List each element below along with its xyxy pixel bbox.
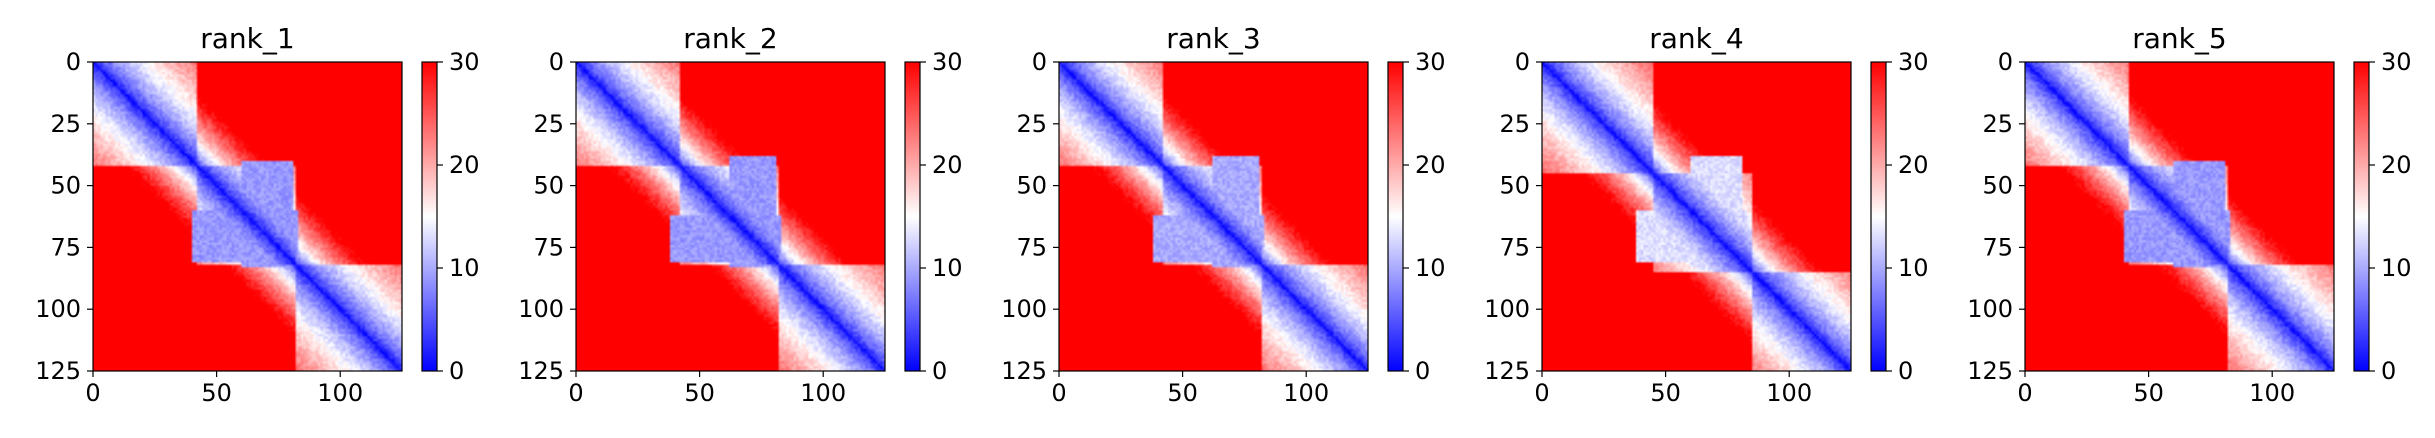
colorbar xyxy=(421,61,438,372)
chart-title: rank_5 xyxy=(2132,22,2226,55)
y-tick-label: 0 xyxy=(549,48,564,76)
x-tick-label: 100 xyxy=(2249,379,2295,407)
y-tick-label: 25 xyxy=(1982,110,2013,138)
colorbar-tick-label: 30 xyxy=(2381,48,2412,76)
colorbar-tick-label: 0 xyxy=(932,357,947,385)
colorbar-tick-label: 0 xyxy=(1415,357,1430,385)
colorbar-tick-label: 10 xyxy=(932,254,963,282)
x-tick-label: 100 xyxy=(800,379,846,407)
colorbar xyxy=(2353,61,2370,372)
heatmap-image xyxy=(576,62,885,371)
x-tick-label: 0 xyxy=(2017,379,2032,407)
colorbar xyxy=(1387,61,1404,372)
colorbar-tick-label: 20 xyxy=(1898,151,1929,179)
colorbar-tick-label: 30 xyxy=(932,48,963,76)
x-tick-label: 50 xyxy=(1650,379,1681,407)
y-tick-label: 25 xyxy=(1499,110,1530,138)
y-tick-label: 75 xyxy=(50,233,81,261)
x-tick-label: 100 xyxy=(1283,379,1329,407)
colorbar-tick-label: 30 xyxy=(1415,48,1446,76)
heatmap-image xyxy=(93,62,402,371)
x-tick-label: 0 xyxy=(1534,379,1549,407)
y-tick-label: 125 xyxy=(1001,357,1047,385)
y-tick-label: 100 xyxy=(1001,295,1047,323)
y-tick-label: 50 xyxy=(1499,172,1530,200)
heatmap-image xyxy=(1059,62,1368,371)
colorbar xyxy=(904,61,921,372)
x-tick-label: 0 xyxy=(85,379,100,407)
axes-frame xyxy=(1058,61,1369,372)
chart-title: rank_4 xyxy=(1649,22,1743,55)
y-tick-label: 75 xyxy=(533,233,564,261)
colorbar-tick-label: 30 xyxy=(449,48,480,76)
colorbar-tick-label: 0 xyxy=(1898,357,1913,385)
chart-title: rank_1 xyxy=(200,22,294,55)
colorbar-tick-label: 10 xyxy=(2381,254,2412,282)
colorbar-tick-label: 20 xyxy=(932,151,963,179)
y-tick-label: 0 xyxy=(1998,48,2013,76)
colorbar-tick-label: 10 xyxy=(1898,254,1929,282)
x-tick-label: 100 xyxy=(317,379,363,407)
y-tick-label: 100 xyxy=(35,295,81,323)
y-tick-label: 125 xyxy=(518,357,564,385)
y-tick-label: 0 xyxy=(1515,48,1530,76)
y-tick-label: 50 xyxy=(1016,172,1047,200)
colorbar-tick-label: 20 xyxy=(2381,151,2412,179)
x-tick-label: 50 xyxy=(2133,379,2164,407)
heatmap-image xyxy=(1542,62,1851,371)
y-tick-label: 100 xyxy=(1484,295,1530,323)
colorbar-tick-label: 10 xyxy=(449,254,480,282)
axes-frame xyxy=(92,61,403,372)
x-tick-label: 50 xyxy=(1167,379,1198,407)
y-tick-label: 0 xyxy=(66,48,81,76)
x-tick-label: 50 xyxy=(201,379,232,407)
y-tick-label: 125 xyxy=(1967,357,2013,385)
x-tick-label: 0 xyxy=(568,379,583,407)
y-tick-label: 100 xyxy=(518,295,564,323)
x-tick-label: 50 xyxy=(684,379,715,407)
y-tick-label: 25 xyxy=(50,110,81,138)
y-tick-label: 50 xyxy=(50,172,81,200)
colorbar-tick-label: 10 xyxy=(1415,254,1446,282)
y-tick-label: 25 xyxy=(533,110,564,138)
colorbar-tick-label: 0 xyxy=(449,357,464,385)
colorbar-tick-label: 20 xyxy=(449,151,480,179)
y-tick-label: 50 xyxy=(533,172,564,200)
axes-frame xyxy=(1541,61,1852,372)
y-tick-label: 125 xyxy=(1484,357,1530,385)
y-tick-label: 125 xyxy=(35,357,81,385)
x-tick-label: 0 xyxy=(1051,379,1066,407)
axes-frame xyxy=(2024,61,2335,372)
y-tick-label: 0 xyxy=(1032,48,1047,76)
y-tick-label: 75 xyxy=(1982,233,2013,261)
colorbar-tick-label: 0 xyxy=(2381,357,2396,385)
heatmap-image xyxy=(2025,62,2334,371)
chart-title: rank_2 xyxy=(683,22,777,55)
colorbar-tick-label: 30 xyxy=(1898,48,1929,76)
y-tick-label: 75 xyxy=(1016,233,1047,261)
axes-frame xyxy=(575,61,886,372)
chart-title: rank_3 xyxy=(1166,22,1260,55)
colorbar-tick-label: 20 xyxy=(1415,151,1446,179)
colorbar xyxy=(1870,61,1887,372)
x-tick-label: 100 xyxy=(1766,379,1812,407)
y-tick-label: 25 xyxy=(1016,110,1047,138)
y-tick-label: 75 xyxy=(1499,233,1530,261)
y-tick-label: 100 xyxy=(1967,295,2013,323)
y-tick-label: 50 xyxy=(1982,172,2013,200)
